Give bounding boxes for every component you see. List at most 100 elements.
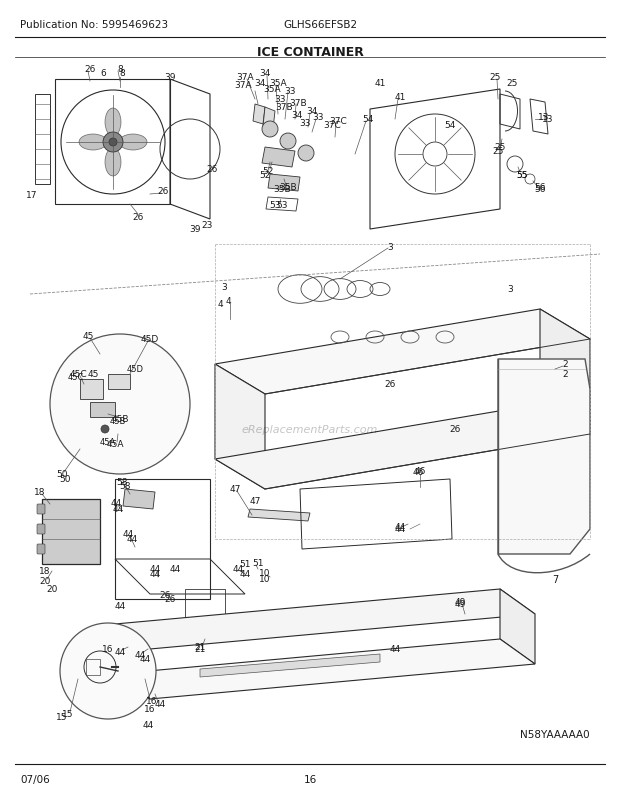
- Text: 25: 25: [507, 79, 518, 87]
- Text: 53: 53: [277, 200, 288, 209]
- Text: 52: 52: [259, 170, 271, 180]
- Text: 45D: 45D: [141, 335, 159, 344]
- Text: 21: 21: [194, 642, 206, 652]
- Text: 44: 44: [239, 569, 250, 579]
- Circle shape: [60, 623, 156, 719]
- Text: 45: 45: [87, 370, 99, 379]
- Text: 37A: 37A: [236, 74, 254, 83]
- Text: 52: 52: [262, 168, 273, 176]
- Text: 4: 4: [225, 297, 231, 306]
- Text: 26: 26: [159, 591, 170, 600]
- Text: 44: 44: [154, 699, 166, 709]
- Polygon shape: [115, 639, 535, 699]
- Text: 55: 55: [516, 170, 528, 180]
- Text: 10: 10: [259, 575, 271, 584]
- Ellipse shape: [105, 109, 121, 137]
- Text: 45B: 45B: [111, 415, 129, 424]
- Text: 44: 44: [143, 721, 154, 730]
- Ellipse shape: [119, 135, 147, 151]
- Text: 4: 4: [217, 300, 223, 309]
- Circle shape: [103, 133, 123, 153]
- Text: 33: 33: [274, 95, 286, 104]
- Text: 34: 34: [291, 111, 303, 119]
- Polygon shape: [42, 500, 100, 565]
- Polygon shape: [108, 375, 130, 390]
- Polygon shape: [215, 404, 590, 489]
- Text: 33: 33: [312, 113, 324, 123]
- Circle shape: [109, 139, 117, 147]
- Text: 46: 46: [414, 467, 426, 476]
- Text: 49: 49: [454, 597, 466, 607]
- Text: 3: 3: [387, 242, 393, 251]
- Text: 44: 44: [135, 650, 146, 660]
- Text: 7: 7: [552, 574, 558, 585]
- Text: 44: 44: [169, 565, 180, 573]
- Text: N58YAAAAA0: N58YAAAAA0: [520, 729, 590, 739]
- Text: 45A: 45A: [100, 438, 116, 447]
- Text: 25: 25: [492, 148, 503, 156]
- Text: 54: 54: [445, 120, 456, 129]
- Circle shape: [280, 134, 296, 150]
- Text: 44: 44: [389, 645, 401, 654]
- Text: Publication No: 5995469623: Publication No: 5995469623: [20, 20, 168, 30]
- FancyBboxPatch shape: [37, 525, 45, 534]
- Polygon shape: [215, 365, 265, 489]
- Text: 16: 16: [102, 645, 113, 654]
- Text: 39: 39: [164, 74, 175, 83]
- Text: 44: 44: [114, 648, 126, 657]
- Text: 58: 58: [119, 482, 131, 491]
- Text: 44: 44: [140, 654, 151, 664]
- Polygon shape: [253, 105, 265, 125]
- Text: 20: 20: [46, 585, 58, 593]
- Text: 16: 16: [303, 774, 317, 784]
- Text: 8: 8: [119, 68, 125, 78]
- Ellipse shape: [105, 149, 121, 176]
- Text: 26: 26: [384, 380, 396, 389]
- Text: 23: 23: [202, 221, 213, 229]
- Text: 34: 34: [254, 79, 266, 87]
- Text: 26: 26: [84, 66, 95, 75]
- Text: 13: 13: [538, 113, 550, 123]
- Text: 35A: 35A: [263, 85, 281, 95]
- Polygon shape: [262, 148, 295, 168]
- Text: 15: 15: [62, 710, 74, 719]
- Polygon shape: [200, 654, 380, 677]
- Text: 3: 3: [221, 283, 227, 292]
- Text: 45B: 45B: [110, 417, 126, 426]
- FancyBboxPatch shape: [37, 504, 45, 514]
- Circle shape: [262, 122, 278, 138]
- Ellipse shape: [79, 135, 107, 151]
- Text: 26: 26: [132, 213, 144, 222]
- Text: 50: 50: [60, 475, 71, 484]
- Text: 51: 51: [239, 560, 250, 569]
- Text: 21: 21: [194, 645, 206, 654]
- FancyBboxPatch shape: [37, 545, 45, 554]
- Text: GLHS66EFSB2: GLHS66EFSB2: [283, 20, 357, 30]
- Polygon shape: [115, 624, 150, 699]
- Text: 39: 39: [189, 225, 201, 234]
- Text: 34: 34: [306, 107, 317, 116]
- Polygon shape: [80, 379, 103, 399]
- Text: 15: 15: [56, 713, 68, 722]
- Text: 33: 33: [284, 87, 296, 95]
- Text: 17: 17: [26, 190, 38, 199]
- Text: 54: 54: [362, 115, 374, 124]
- Text: 3: 3: [507, 286, 513, 294]
- Text: 44: 44: [232, 565, 244, 573]
- Text: 07/06: 07/06: [20, 774, 50, 784]
- Circle shape: [101, 426, 109, 433]
- Text: 55: 55: [516, 170, 528, 180]
- Text: 26: 26: [164, 595, 175, 604]
- Text: 47: 47: [249, 497, 260, 506]
- Text: 10: 10: [259, 569, 271, 577]
- Text: 45C: 45C: [69, 370, 87, 379]
- Text: 25: 25: [494, 144, 506, 152]
- Text: 44: 44: [149, 569, 161, 579]
- Text: 41: 41: [394, 93, 405, 103]
- Text: 35A: 35A: [269, 79, 287, 88]
- Text: 2: 2: [562, 360, 568, 369]
- Text: 37B: 37B: [275, 103, 293, 112]
- Polygon shape: [90, 403, 115, 418]
- Text: 45: 45: [82, 332, 94, 341]
- Circle shape: [298, 146, 314, 162]
